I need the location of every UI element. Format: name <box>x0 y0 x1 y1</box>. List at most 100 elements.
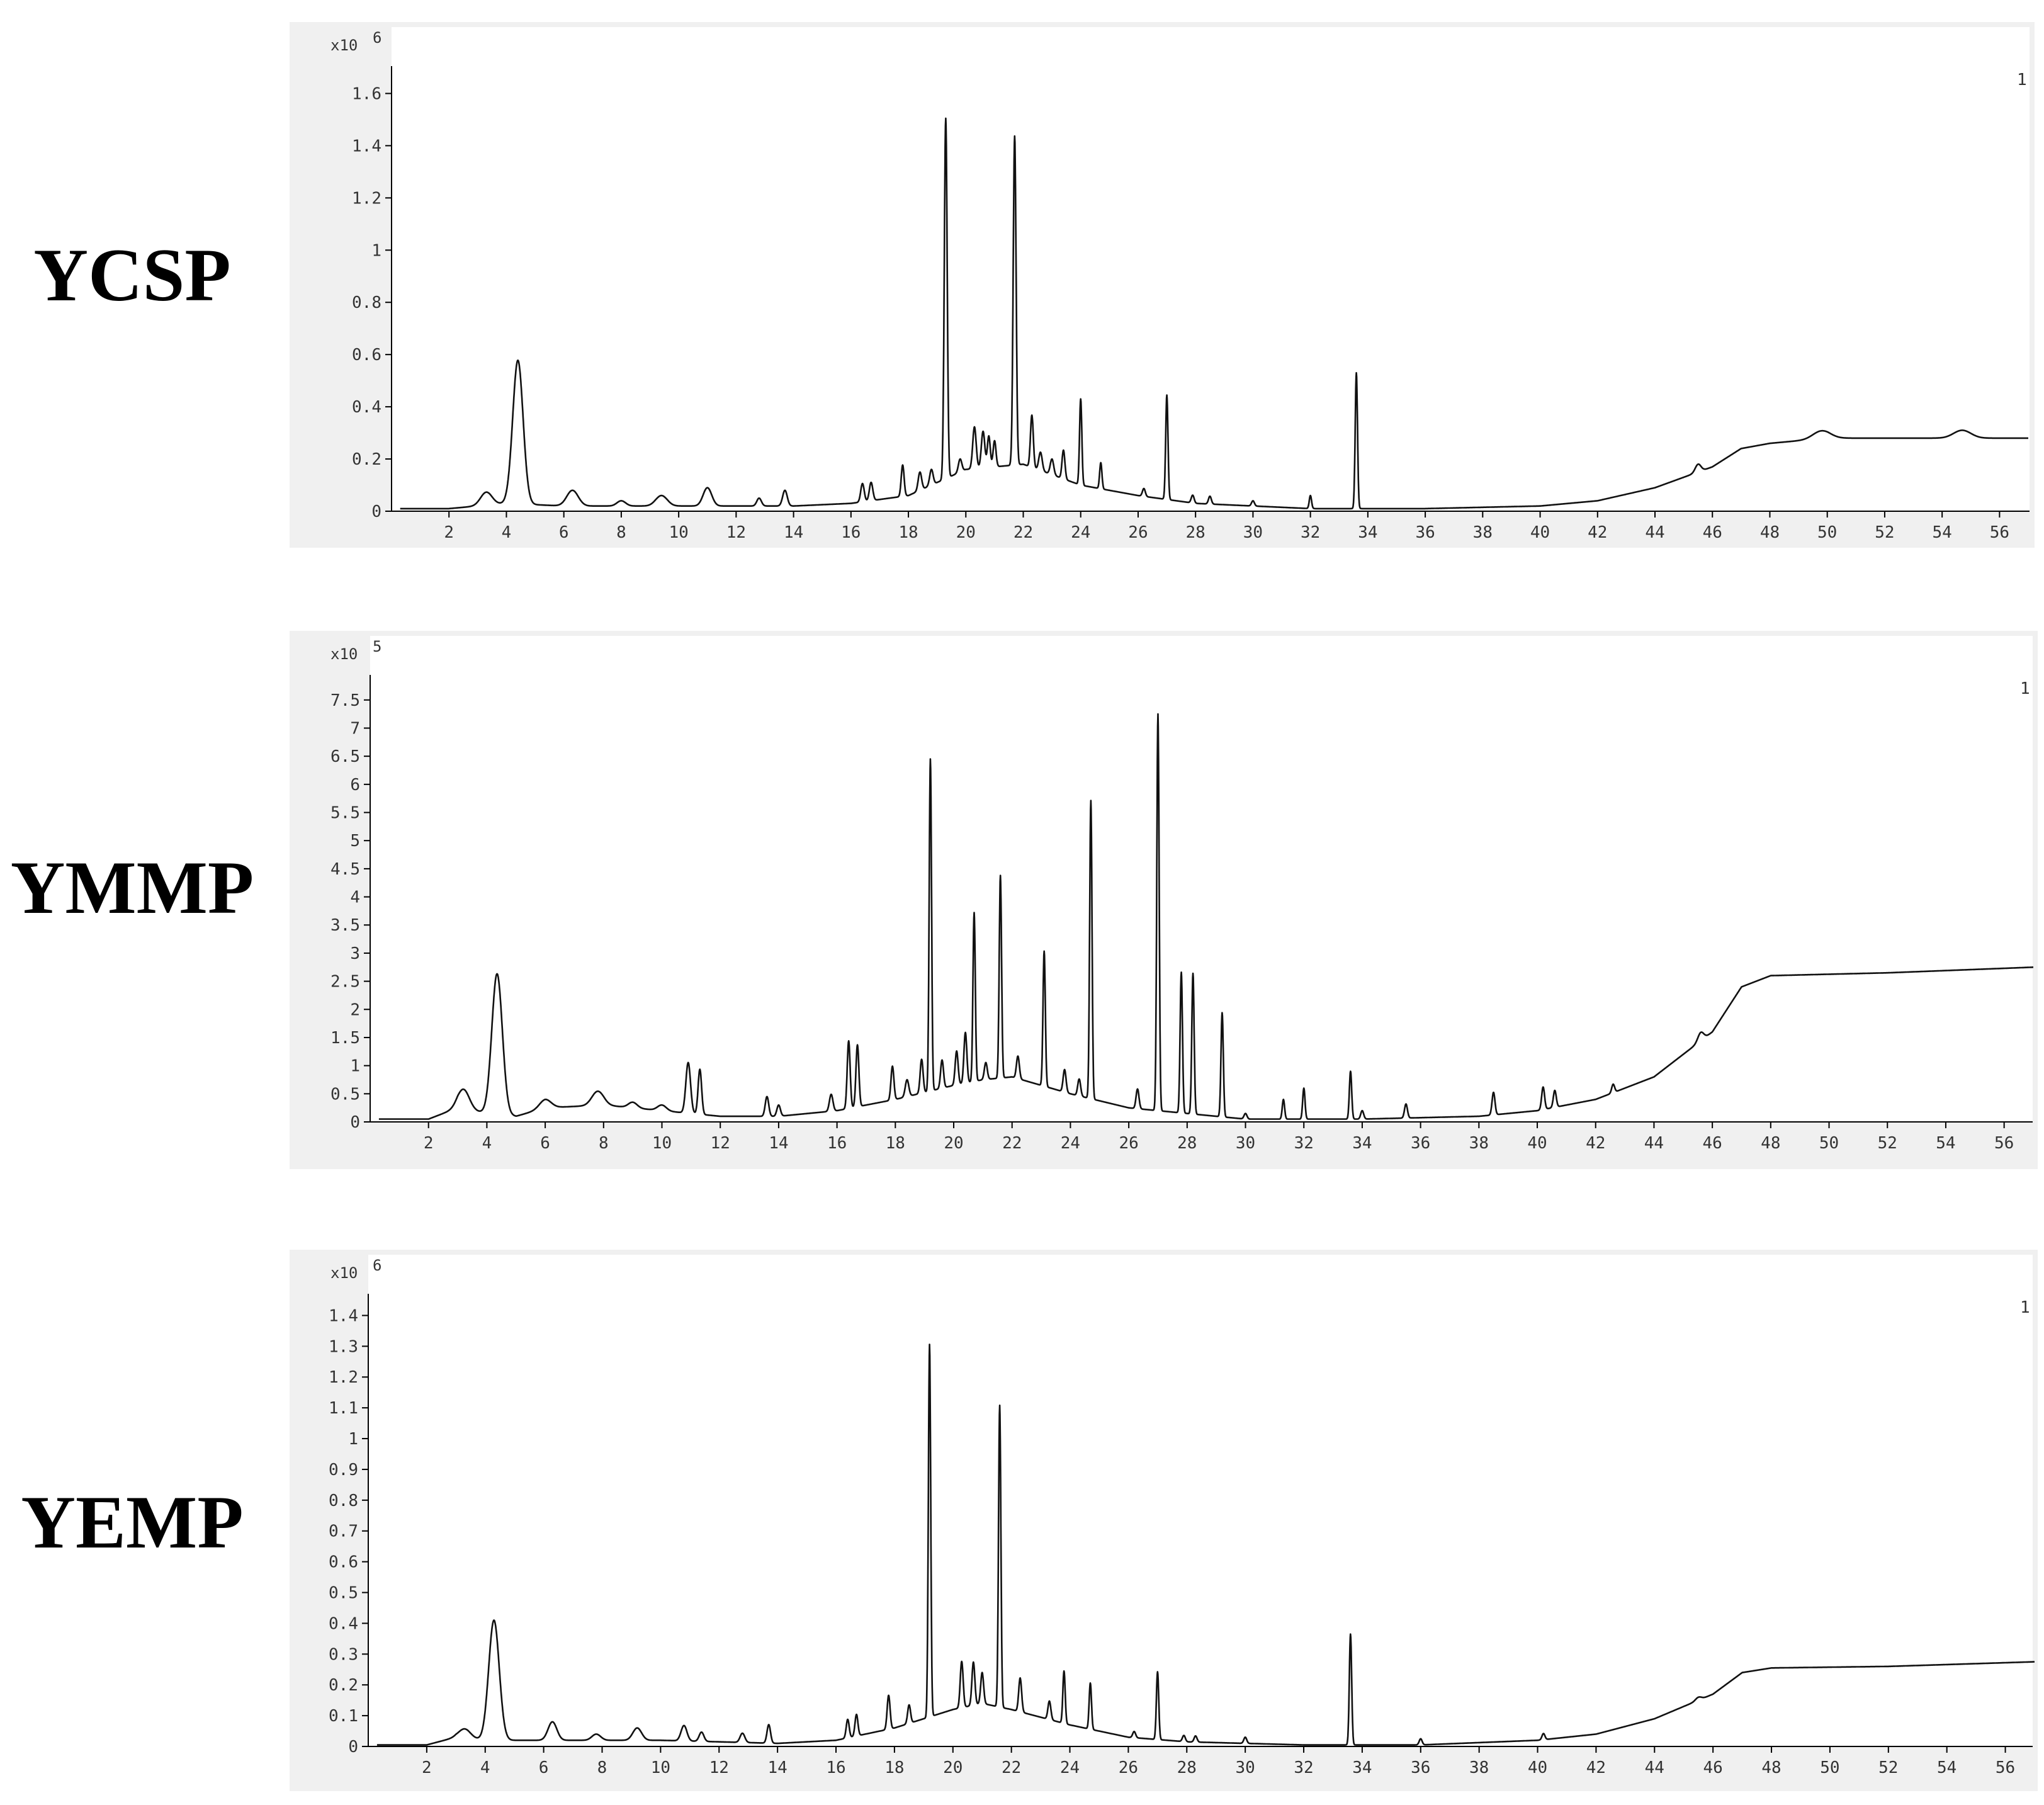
ymmp-chromatogram-trace <box>378 713 2034 1120</box>
ymmp-x-tick-label: 48 <box>1761 1134 1780 1153</box>
ymmp-y-unit-exponent: 5 <box>373 638 381 655</box>
ymmp-y-tick-label: 1 <box>350 1057 360 1076</box>
ycsp-x-tick-label: 18 <box>898 523 918 542</box>
yemp-x-tick-label: 28 <box>1177 1758 1197 1777</box>
yemp-x-tick-label: 26 <box>1119 1758 1138 1777</box>
chart-yemp: x10 6100.10.20.30.40.50.60.70.80.911.11.2… <box>290 1250 2038 1791</box>
ycsp-x-tick-label: 4 <box>502 523 512 542</box>
ycsp-y-unit-label: x10 <box>330 37 358 54</box>
ymmp-y-tick-label: 2 <box>350 1000 360 1019</box>
ymmp-x-tick-label: 36 <box>1411 1134 1430 1153</box>
yemp-y-tick-label: 0.8 <box>329 1491 358 1510</box>
ycsp-x-tick-label: 22 <box>1014 523 1033 542</box>
ymmp-x-tick-label: 20 <box>944 1134 963 1153</box>
ycsp-x-tick-label: 2 <box>444 523 454 542</box>
yemp-y-tick-label: 0.5 <box>329 1584 358 1603</box>
yemp-x-tick-label: 42 <box>1586 1758 1606 1777</box>
ymmp-x-tick-label: 24 <box>1061 1134 1080 1153</box>
ycsp-x-tick-label: 32 <box>1301 523 1320 542</box>
ymmp-x-tick-label: 6 <box>540 1134 550 1153</box>
ymmp-x-tick-label: 12 <box>711 1134 730 1153</box>
ymmp-x-tick-label: 16 <box>827 1134 847 1153</box>
ymmp-x-tick-label: 22 <box>1002 1134 1022 1153</box>
yemp-x-tick-label: 4 <box>480 1758 490 1777</box>
ycsp-y-tick-label: 0 <box>371 502 381 521</box>
ycsp-x-tick-label: 36 <box>1415 523 1435 542</box>
ycsp-y-tick-label: 0.2 <box>352 450 381 469</box>
yemp-x-tick-label: 48 <box>1761 1758 1781 1777</box>
ymmp-x-tick-label: 52 <box>1878 1134 1897 1153</box>
ycsp-y-tick-label: 0.8 <box>352 293 381 312</box>
ycsp-y-tick-label: 1.2 <box>352 189 381 208</box>
ymmp-y-tick-label: 5.5 <box>330 804 360 823</box>
yemp-x-tick-label: 24 <box>1060 1758 1080 1777</box>
yemp-x-tick-label: 40 <box>1528 1758 1547 1777</box>
ycsp-x-tick-label: 44 <box>1645 523 1664 542</box>
yemp-y-unit-exponent: 6 <box>373 1257 381 1274</box>
yemp-x-tick-label: 14 <box>767 1758 787 1777</box>
ymmp-x-tick-label: 42 <box>1586 1134 1605 1153</box>
yemp-x-tick-label: 32 <box>1294 1758 1313 1777</box>
ycsp-x-tick-label: 30 <box>1243 523 1263 542</box>
ycsp-x-tick-label: 28 <box>1186 523 1206 542</box>
ycsp-x-tick-label: 14 <box>784 523 803 542</box>
ymmp-y-tick-label: 6.5 <box>330 747 360 766</box>
panel-label-ymmp: YMMP <box>10 846 254 929</box>
yemp-x-tick-label: 20 <box>943 1758 963 1777</box>
ymmp-x-tick-label: 10 <box>652 1134 672 1153</box>
yemp-y-unit-label: x10 <box>330 1264 358 1282</box>
ycsp-x-tick-label: 54 <box>1933 523 1952 542</box>
yemp-x-tick-label: 12 <box>709 1758 729 1777</box>
yemp-y-tick-label: 0.9 <box>329 1461 358 1480</box>
panel-label-yemp: YEMP <box>21 1480 244 1564</box>
yemp-x-tick-label: 50 <box>1820 1758 1839 1777</box>
yemp-x-tick-label: 46 <box>1703 1758 1723 1777</box>
ycsp-y-tick-label: 0.6 <box>352 346 381 365</box>
yemp-y-tick-label: 1.1 <box>329 1399 358 1418</box>
ymmp-x-tick-label: 34 <box>1352 1134 1372 1153</box>
yemp-y-tick-label: 0.3 <box>329 1645 358 1664</box>
ycsp-x-tick-label: 10 <box>669 523 688 542</box>
ycsp-x-tick-label: 24 <box>1071 523 1090 542</box>
yemp-y-tick-label: 1.2 <box>329 1368 358 1387</box>
ycsp-y-tick-label: 1.4 <box>352 137 381 156</box>
yemp-x-tick-label: 56 <box>1996 1758 2015 1777</box>
ymmp-x-tick-label: 14 <box>769 1134 788 1153</box>
yemp-x-tick-label: 10 <box>651 1758 670 1777</box>
ycsp-x-tick-label: 38 <box>1473 523 1493 542</box>
yemp-y-tick-label: 0.7 <box>329 1522 358 1541</box>
ycsp-x-tick-label: 16 <box>841 523 861 542</box>
ymmp-x-tick-label: 54 <box>1936 1134 1955 1153</box>
ymmp-y-tick-label: 4 <box>350 888 360 907</box>
ycsp-x-tick-label: 56 <box>1990 523 2009 542</box>
ymmp-x-tick-label: 46 <box>1702 1134 1722 1153</box>
yemp-x-tick-label: 36 <box>1411 1758 1430 1777</box>
ycsp-x-tick-label: 26 <box>1128 523 1148 542</box>
yemp-x-tick-label: 22 <box>1002 1758 1021 1777</box>
ycsp-x-tick-label: 52 <box>1875 523 1894 542</box>
ycsp-y-tick-label: 0.4 <box>352 398 381 417</box>
ycsp-x-tick-label: 12 <box>726 523 746 542</box>
ymmp-x-tick-label: 40 <box>1527 1134 1547 1153</box>
ymmp-x-tick-label: 56 <box>1994 1134 2014 1153</box>
ycsp-trace-label: 1 <box>2017 71 2027 89</box>
yemp-y-tick-label: 0.4 <box>329 1614 358 1633</box>
yemp-y-tick-label: 0.6 <box>329 1553 358 1572</box>
yemp-x-tick-label: 6 <box>539 1758 549 1777</box>
ymmp-x-tick-label: 28 <box>1177 1134 1197 1153</box>
ycsp-chromatogram-trace <box>399 117 2029 510</box>
ymmp-x-tick-label: 38 <box>1469 1134 1489 1153</box>
ymmp-x-tick-label: 18 <box>886 1134 905 1153</box>
ycsp-x-tick-label: 6 <box>559 523 569 542</box>
yemp-y-tick-label: 1.4 <box>329 1306 358 1325</box>
ycsp-x-tick-label: 48 <box>1760 523 1780 542</box>
yemp-x-tick-label: 52 <box>1878 1758 1898 1777</box>
yemp-plot-area <box>368 1255 2033 1746</box>
yemp-y-tick-label: 0 <box>348 1738 358 1757</box>
ymmp-y-tick-label: 3 <box>350 944 360 963</box>
ymmp-y-tick-label: 7 <box>350 719 360 738</box>
ymmp-y-tick-label: 4.5 <box>330 860 360 879</box>
yemp-x-tick-label: 30 <box>1236 1758 1255 1777</box>
